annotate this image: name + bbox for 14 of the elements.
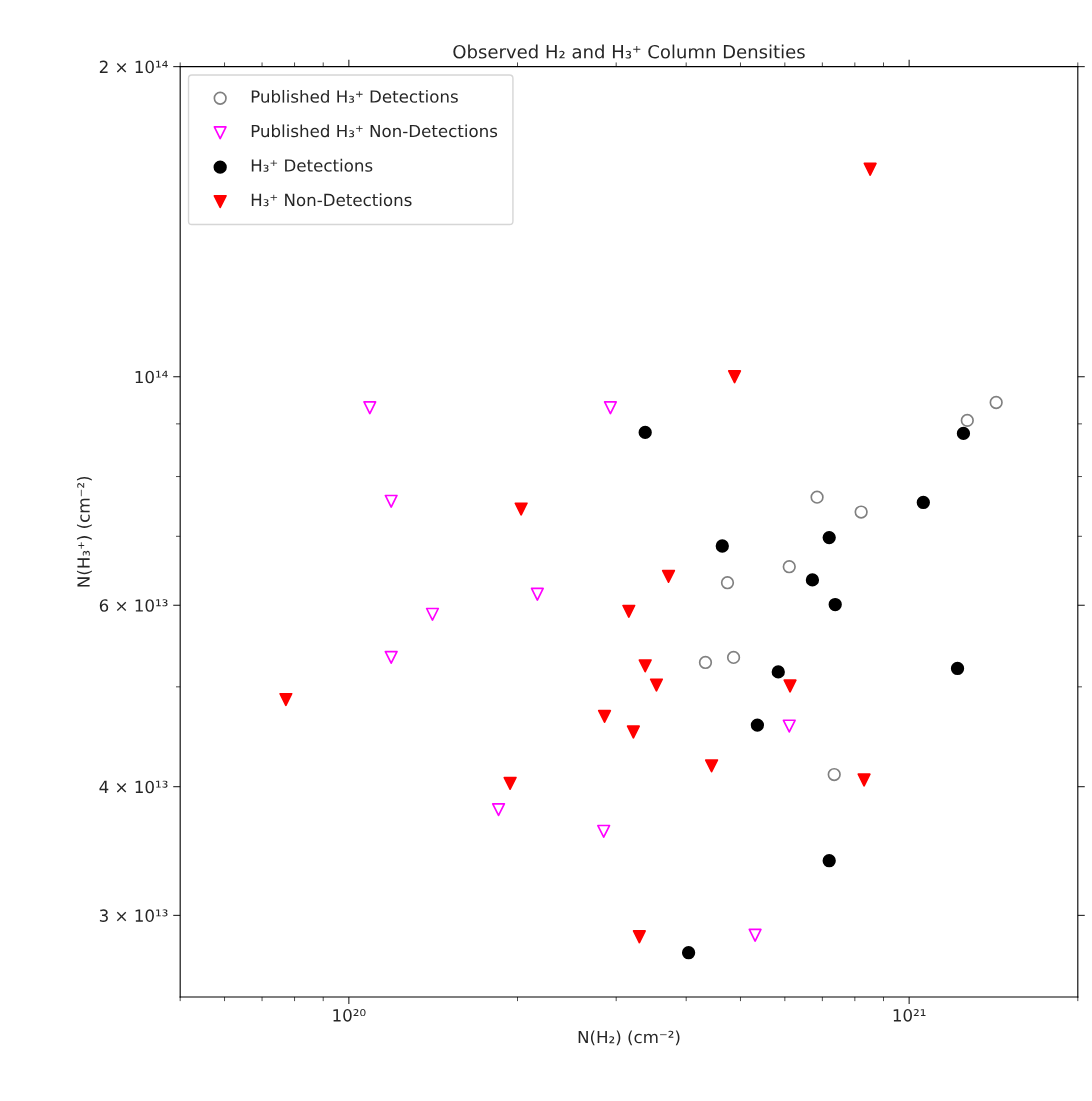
y-tick-label: 2 × 10¹⁴ xyxy=(99,60,168,74)
x-tick-label: 10²⁰ xyxy=(333,1009,366,1022)
legend-label: Published H₃⁺ Detections xyxy=(251,89,458,103)
legend-label: Published H₃⁺ Non-Detections xyxy=(251,124,498,138)
legend-label: H₃⁺ Non-Detections xyxy=(251,193,412,207)
y-tick-label: 4 × 10¹³ xyxy=(99,780,168,794)
x-axis-title: N(H₂) (cm⁻²) xyxy=(578,1030,680,1046)
y-tick-label: 10¹⁴ xyxy=(135,370,168,384)
y-tick-label: 3 × 10¹³ xyxy=(99,909,168,922)
y-axis-title: N(H₃⁺) (cm⁻²) xyxy=(76,476,92,587)
x-tick-label: 10²¹ xyxy=(893,1009,926,1022)
chart-title: Observed H₂ and H₃⁺ Column Densities xyxy=(453,44,805,59)
y-tick-label: 6 × 10¹³ xyxy=(99,599,168,612)
legend-label: H₃⁺ Detections xyxy=(251,158,373,172)
